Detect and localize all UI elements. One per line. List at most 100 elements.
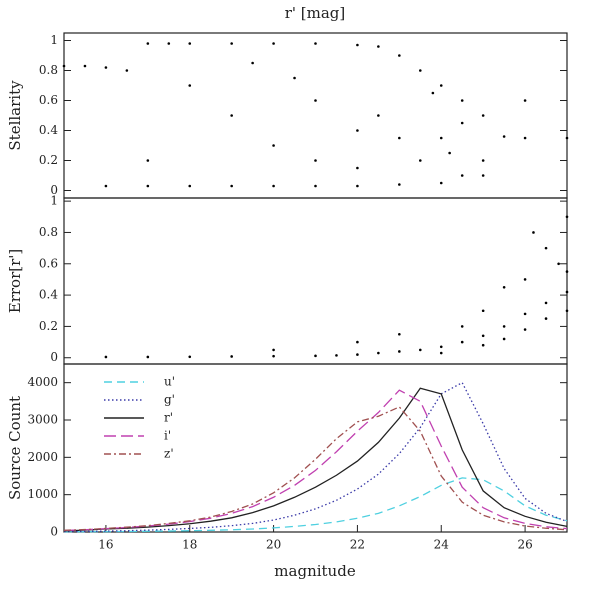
point <box>377 45 380 48</box>
point <box>398 183 401 186</box>
point <box>398 136 401 140</box>
point <box>272 354 275 358</box>
point <box>293 76 296 80</box>
legend-label: i' <box>164 429 171 443</box>
point <box>251 61 254 65</box>
x-tick-label: 16 <box>98 538 113 552</box>
legend-label: g' <box>164 393 175 407</box>
y-tick-label: 0.8 <box>39 225 58 239</box>
point <box>377 351 380 355</box>
point <box>398 350 401 353</box>
y-tick-label: 4000 <box>27 375 58 389</box>
point <box>431 91 435 95</box>
point <box>481 114 485 117</box>
y-tick-label: 0.6 <box>39 256 58 270</box>
point <box>272 184 275 188</box>
point <box>188 184 192 188</box>
point <box>502 285 506 289</box>
point <box>565 290 569 294</box>
point <box>230 114 233 117</box>
point <box>439 351 443 355</box>
point <box>104 355 108 359</box>
point <box>188 84 192 87</box>
point <box>460 99 464 102</box>
point <box>532 231 535 234</box>
point <box>272 144 275 147</box>
point <box>356 166 359 170</box>
point <box>356 340 359 344</box>
legend-label: z' <box>164 447 174 461</box>
point <box>272 42 275 45</box>
point <box>481 159 485 162</box>
point <box>481 174 485 177</box>
point <box>565 136 569 140</box>
y-tick-label: 0.2 <box>39 319 58 333</box>
point <box>481 343 485 347</box>
point <box>314 354 317 358</box>
point <box>418 159 422 162</box>
point <box>460 325 464 328</box>
plot-frame <box>63 363 568 533</box>
point <box>544 317 548 320</box>
point <box>481 334 485 338</box>
point <box>418 69 422 72</box>
y-tick-label: 0 <box>50 525 58 539</box>
point <box>356 353 359 356</box>
point <box>523 312 527 316</box>
series-line <box>63 477 568 533</box>
point <box>62 64 66 68</box>
point <box>557 262 560 266</box>
x-axis-label: magnitude <box>274 562 356 580</box>
point <box>544 246 548 250</box>
series-line <box>63 389 568 532</box>
point <box>146 159 150 162</box>
point <box>377 114 380 117</box>
point <box>398 332 401 336</box>
point <box>502 337 506 341</box>
y-tick-label: 0.6 <box>39 93 58 107</box>
y-tick-label: 0.8 <box>39 63 58 77</box>
point <box>523 328 527 331</box>
point <box>356 184 359 188</box>
point <box>523 99 527 102</box>
point <box>314 42 317 45</box>
x-tick-label: 20 <box>266 538 281 552</box>
point <box>104 184 108 188</box>
point <box>544 301 548 305</box>
point <box>314 159 317 162</box>
point <box>83 64 87 68</box>
point <box>356 129 359 132</box>
point <box>523 278 527 281</box>
point <box>125 69 129 72</box>
x-tick-label: 18 <box>182 538 197 552</box>
point <box>565 215 569 219</box>
y-tick-label: 1000 <box>27 487 58 501</box>
y-tick-label: 1 <box>50 194 58 208</box>
y-tick-label: 2000 <box>27 450 58 464</box>
point <box>565 270 569 273</box>
y-axis-label: Stellarity <box>6 80 24 151</box>
point <box>439 84 443 87</box>
point <box>230 355 233 358</box>
point <box>481 309 485 313</box>
point <box>335 354 338 357</box>
point <box>188 355 192 359</box>
point <box>146 42 150 45</box>
chart-title: r' [mag] <box>285 4 346 22</box>
point <box>188 42 192 45</box>
plot-frame <box>63 32 568 199</box>
y-tick-label: 0.2 <box>39 153 58 167</box>
y-axis-label: Error[r'] <box>6 249 24 314</box>
y-tick-label: 1 <box>50 33 58 47</box>
point <box>356 43 359 47</box>
point <box>314 184 317 188</box>
legend-label: u' <box>164 375 175 389</box>
point <box>448 151 451 155</box>
point <box>439 136 443 140</box>
point <box>523 136 527 140</box>
point <box>460 174 464 177</box>
point <box>460 340 464 344</box>
series-line <box>63 387 568 532</box>
point <box>314 99 317 102</box>
x-tick-label: 22 <box>350 538 365 552</box>
